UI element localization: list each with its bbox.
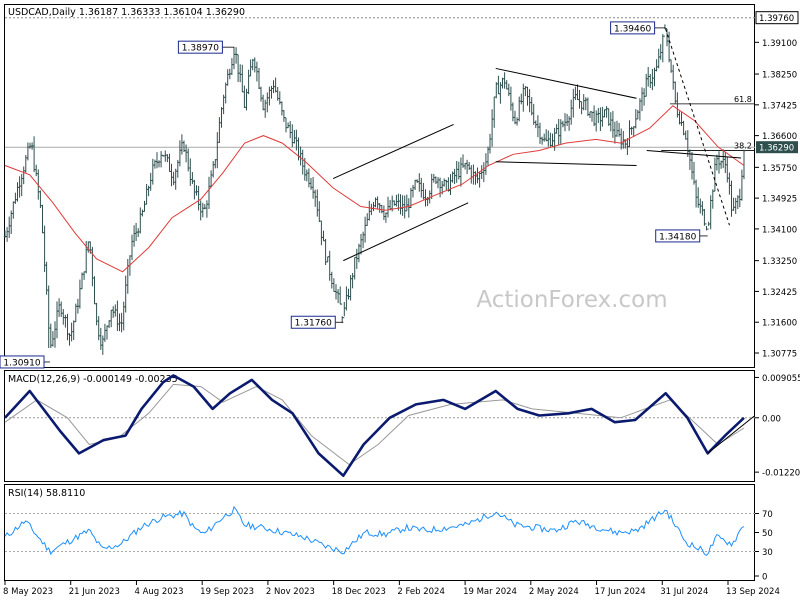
moving-average-line: [4, 105, 745, 273]
callout-label: 1.39460: [614, 24, 651, 34]
date-tick-label: 8 May 2023: [3, 587, 53, 597]
macd-layer: 0.009055 0.00 -0.012209: [4, 374, 800, 479]
price-tick-label: 1.37425: [762, 101, 797, 111]
moving-average: [4, 105, 745, 273]
date-tick-label: 2 Nov 2023: [266, 587, 315, 597]
date-tick-label: 21 Jun 2023: [69, 587, 120, 597]
price-tick-label: 1.38250: [762, 71, 797, 81]
callout-label: 1.30910: [3, 358, 40, 368]
price-panel-frame: [4, 4, 755, 368]
price-tick-label: 1.36600: [762, 132, 797, 142]
trendline: [646, 150, 742, 159]
trendline: [343, 202, 469, 262]
rsi-tick-label: 30: [762, 548, 773, 558]
callout-label: 1.34180: [659, 232, 696, 242]
macd-panel-title: MACD(12,26,9) -0.000149 -0.00235: [8, 374, 178, 385]
date-tick-label: 2 May 2024: [529, 587, 579, 597]
rsi-tick-label: 70: [762, 510, 773, 520]
callout-box: [610, 21, 656, 35]
callout-label: 1.38970: [182, 44, 219, 54]
macd-tick-label: -0.012209: [762, 469, 800, 479]
date-tick-label: 31 Jul 2024: [660, 587, 708, 597]
rsi-panel-title: RSI(14) 58.8110: [8, 488, 85, 499]
date-tick-label: 19 Sep 2023: [200, 587, 254, 597]
date-tick-label: 19 Mar 2024: [463, 587, 517, 597]
callout-box: [177, 40, 223, 54]
price-bars: [3, 24, 746, 355]
rsi-line: [4, 505, 745, 557]
trendline: [495, 67, 637, 99]
trendline: [495, 161, 637, 166]
last-price-box: [756, 141, 798, 154]
top-price-label: 1.39760: [759, 14, 794, 24]
callout-label: 1.31760: [295, 319, 332, 329]
date-axis: 8 May 2023 21 Jun 2023 4 Aug 2023 19 Sep 20…: [3, 581, 780, 597]
trendlines: [332, 28, 742, 262]
price-panel-title: USDCAD,Daily 1.36187 1.36333 1.36104 1.3…: [8, 7, 245, 18]
macd-panel-frame: [4, 370, 755, 482]
price-tick-label: 1.32425: [762, 288, 797, 298]
callout-box: [0, 355, 45, 369]
price-tick-label: 1.34100: [762, 225, 797, 235]
price-tick-label: 1.33250: [762, 257, 797, 267]
price-tick-label: 1.35750: [762, 164, 797, 174]
price-tick-label: 1.31600: [762, 319, 797, 329]
macd-tick-label: 0.00: [762, 414, 781, 424]
last-price-label: 1.36290: [759, 144, 794, 154]
rsi-tick-label: 0: [762, 573, 767, 583]
date-tick-label: 17 Jun 2024: [595, 587, 646, 597]
macd-line: [4, 374, 745, 478]
price-callouts: 1.30910 1.38970 1.31760 1.39460 1.34180: [0, 21, 708, 369]
rsi-tick-label: 50: [762, 529, 773, 539]
trendline: [332, 123, 454, 179]
price-axis: 1.30775 1.31600 1.32425 1.33250 1.34100 1.349…: [755, 11, 799, 360]
callout-box: [655, 229, 701, 243]
date-tick-label: 18 Dec 2023: [332, 587, 386, 597]
price-tick-label: 1.39100: [762, 39, 797, 49]
date-tick-label: 13 Sep 2024: [726, 587, 780, 597]
fib-level-label: 61.8: [734, 95, 752, 104]
macd-trendline: [707, 415, 755, 454]
price-tick-label: 1.30775: [762, 350, 797, 360]
date-tick-label: 4 Aug 2023: [134, 587, 183, 597]
rsi-layer: 70 50 30 0: [4, 505, 773, 583]
date-tick-label: 2 Feb 2024: [397, 587, 445, 597]
rsi-panel-frame: [4, 484, 755, 581]
trendline: [665, 28, 730, 226]
watermark: ActionForex.com: [476, 287, 667, 313]
fib-level-label: 38.2: [734, 142, 752, 151]
macd-tick-label: 0.009055: [762, 374, 800, 384]
top-price-box: [755, 11, 799, 25]
callout-box: [290, 315, 336, 329]
price-tick-label: 1.34925: [762, 195, 797, 205]
